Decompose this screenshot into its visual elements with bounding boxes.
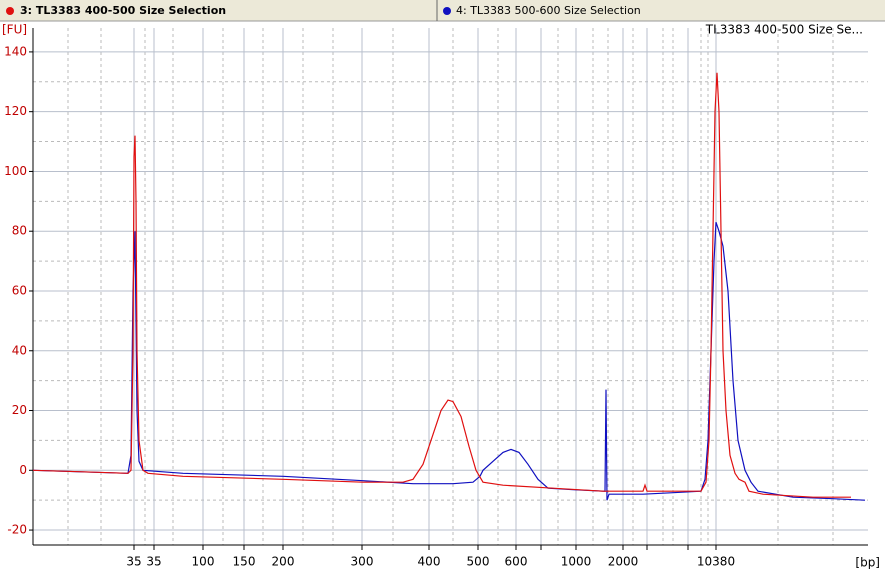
x-tick-label: 10380 xyxy=(697,555,735,569)
x-tick-label: 600 xyxy=(505,555,528,569)
x-tick-label: 300 xyxy=(351,555,374,569)
x-tick-label: 200 xyxy=(272,555,295,569)
y-tick-label: 20 xyxy=(12,403,27,417)
trace xyxy=(32,72,851,498)
legend-entry[interactable]: 3: TL3383 400-500 Size Selection xyxy=(20,4,226,17)
legend-bar xyxy=(0,0,885,21)
x-tick-label: 2000 xyxy=(608,555,639,569)
x-tick-label: 150 xyxy=(233,555,256,569)
y-axis-label: [FU] xyxy=(2,23,27,37)
y-tick-label: 40 xyxy=(12,343,27,357)
x-tick-label: 100 xyxy=(192,555,215,569)
legend-dot xyxy=(6,7,14,15)
y-tick-label: 100 xyxy=(4,164,27,178)
y-tick-label: 120 xyxy=(4,104,27,118)
chart-title: TL3383 400-500 Size Se... xyxy=(705,23,863,37)
legend-dot xyxy=(443,7,451,15)
x-tick-label: 400 xyxy=(418,555,441,569)
x-tick-label: 35 xyxy=(146,555,161,569)
x-tick-label: 500 xyxy=(467,555,490,569)
y-tick-label: 60 xyxy=(12,283,27,297)
y-tick-label: 80 xyxy=(12,224,27,238)
x-tick-label: 1000 xyxy=(561,555,592,569)
x-tick-label: 35 xyxy=(126,555,141,569)
legend-entry[interactable]: 4: TL3383 500-600 Size Selection xyxy=(456,4,641,17)
y-tick-label: -20 xyxy=(7,523,27,537)
trace xyxy=(32,222,866,501)
y-tick-label: 140 xyxy=(4,44,27,58)
x-axis-label: [bp] xyxy=(855,556,880,570)
y-tick-label: 0 xyxy=(19,463,27,477)
